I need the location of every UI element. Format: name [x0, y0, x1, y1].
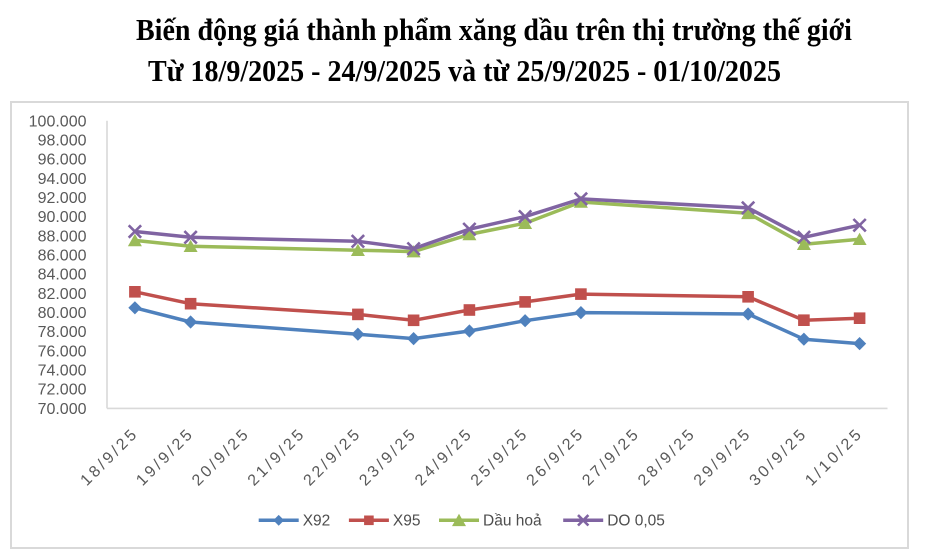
- svg-text:30/9/25: 30/9/25: [747, 425, 812, 490]
- svg-text:90.000: 90.000: [38, 209, 87, 226]
- svg-text:98.000: 98.000: [38, 133, 87, 150]
- svg-text:78.000: 78.000: [38, 324, 87, 341]
- svg-text:DO 0,05: DO 0,05: [607, 513, 665, 530]
- svg-text:94.000: 94.000: [38, 171, 87, 188]
- svg-text:22/9/25: 22/9/25: [301, 425, 366, 490]
- svg-text:28/9/25: 28/9/25: [635, 425, 700, 490]
- svg-text:84.000: 84.000: [38, 267, 87, 284]
- svg-text:18/9/25: 18/9/25: [78, 425, 143, 490]
- svg-text:74.000: 74.000: [38, 363, 87, 380]
- svg-text:21/9/25: 21/9/25: [245, 425, 310, 490]
- svg-text:27/9/25: 27/9/25: [579, 425, 644, 490]
- svg-text:70.000: 70.000: [38, 401, 87, 418]
- svg-text:72.000: 72.000: [38, 382, 87, 399]
- svg-text:88.000: 88.000: [38, 228, 87, 245]
- svg-text:23/9/25: 23/9/25: [356, 425, 421, 490]
- svg-text:86.000: 86.000: [38, 248, 87, 265]
- svg-text:96.000: 96.000: [38, 152, 87, 169]
- svg-text:76.000: 76.000: [38, 343, 87, 360]
- svg-text:1/10/25: 1/10/25: [802, 425, 867, 490]
- svg-text:19/9/25: 19/9/25: [133, 425, 198, 490]
- svg-text:25/9/25: 25/9/25: [468, 425, 533, 490]
- svg-text:26/9/25: 26/9/25: [524, 425, 589, 490]
- svg-text:92.000: 92.000: [38, 190, 87, 207]
- svg-text:80.000: 80.000: [38, 305, 87, 322]
- svg-text:29/9/25: 29/9/25: [691, 425, 756, 490]
- svg-text:82.000: 82.000: [38, 286, 87, 303]
- svg-text:X92: X92: [303, 513, 331, 530]
- svg-text:X95: X95: [393, 513, 421, 530]
- svg-text:Dầu hoả: Dầu hoả: [483, 513, 542, 530]
- svg-text:100.000: 100.000: [29, 113, 87, 130]
- svg-text:20/9/25: 20/9/25: [189, 425, 254, 490]
- svg-text:24/9/25: 24/9/25: [412, 425, 477, 490]
